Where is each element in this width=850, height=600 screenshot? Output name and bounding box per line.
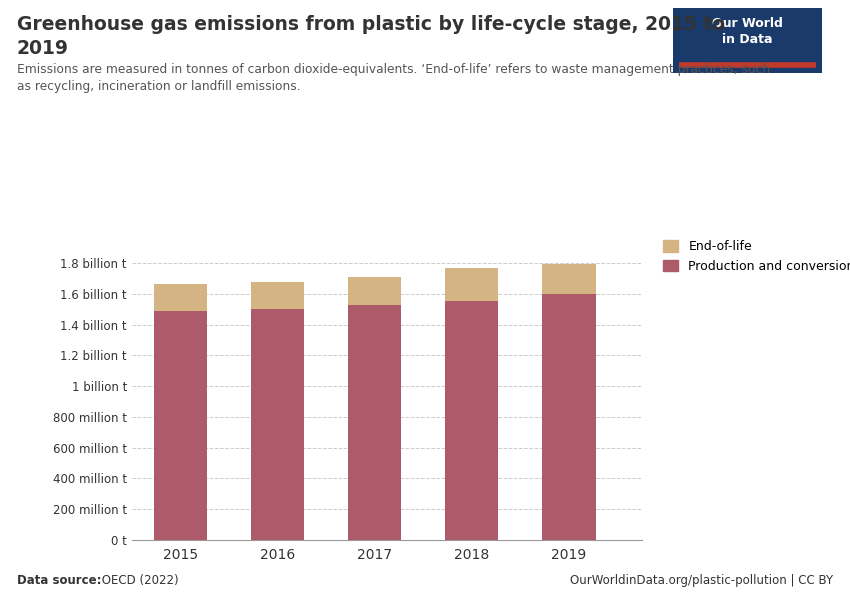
Bar: [251, 309, 304, 540]
Bar: [348, 277, 401, 305]
Text: 2019: 2019: [17, 39, 69, 58]
Bar: [542, 294, 596, 540]
Bar: [542, 264, 596, 294]
Bar: [251, 282, 304, 309]
Bar: [154, 284, 207, 311]
Legend: End-of-life, Production and conversion: End-of-life, Production and conversion: [663, 240, 850, 272]
Text: Data source:: Data source:: [17, 574, 101, 587]
Bar: [445, 301, 498, 540]
Bar: [445, 268, 498, 301]
Text: OurWorldinData.org/plastic-pollution | CC BY: OurWorldinData.org/plastic-pollution | C…: [570, 574, 833, 587]
Bar: [154, 311, 207, 540]
Text: OECD (2022): OECD (2022): [98, 574, 178, 587]
Text: Emissions are measured in tonnes of carbon dioxide-equivalents. ‘End-of-life’ re: Emissions are measured in tonnes of carb…: [17, 63, 770, 93]
Bar: [348, 305, 401, 540]
Text: Our World
in Data: Our World in Data: [712, 17, 783, 46]
Text: Greenhouse gas emissions from plastic by life-cycle stage, 2015 to: Greenhouse gas emissions from plastic by…: [17, 15, 725, 34]
